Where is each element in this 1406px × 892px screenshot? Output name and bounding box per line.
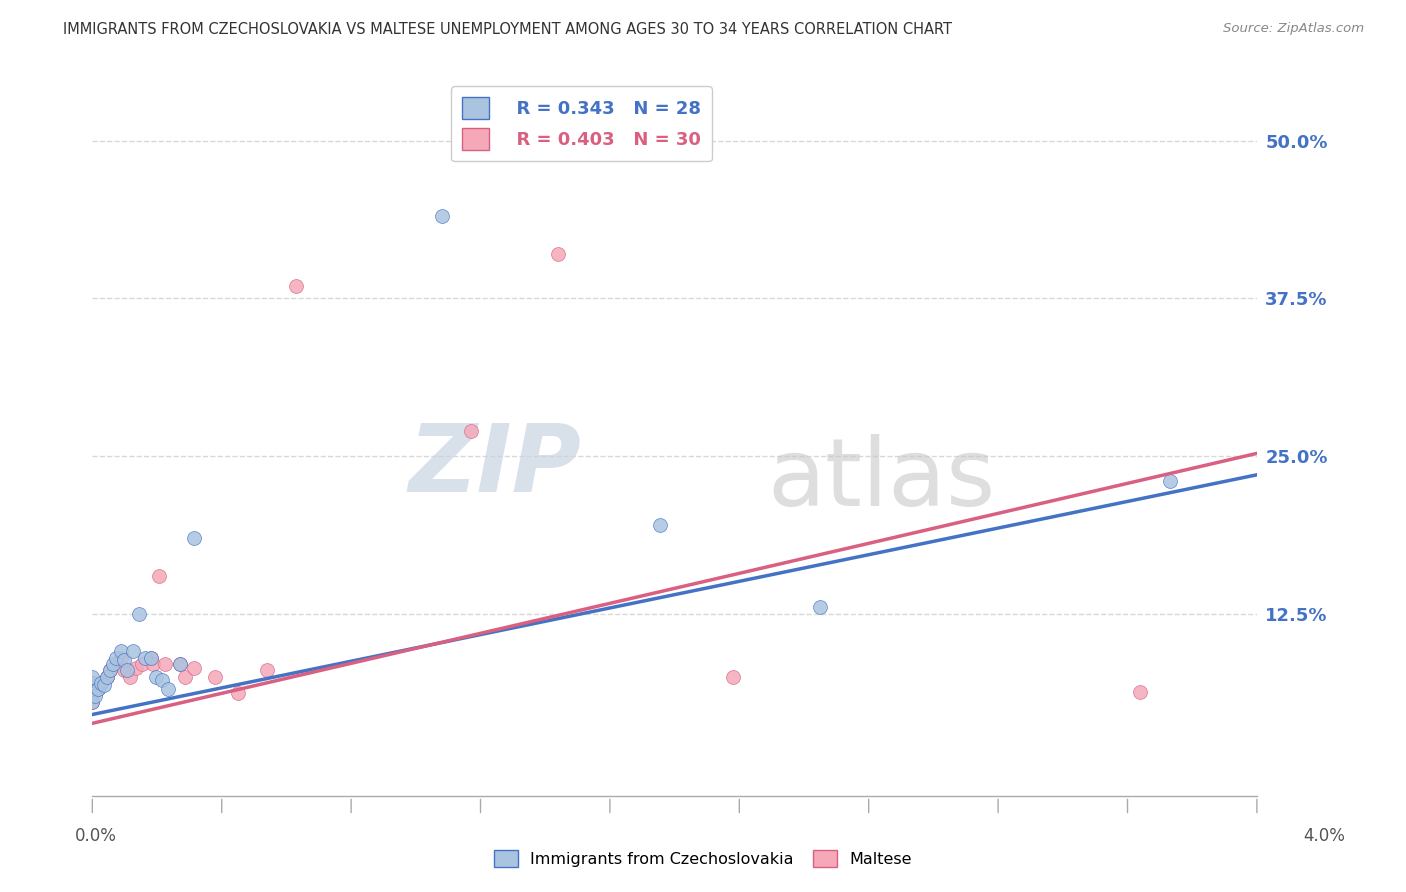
Point <box>93 678 115 692</box>
Point <box>460 424 482 438</box>
Point <box>131 657 153 671</box>
Text: 0.0%: 0.0% <box>75 827 117 845</box>
Point <box>87 682 110 697</box>
Point <box>134 650 156 665</box>
Point <box>112 653 135 667</box>
Point <box>110 644 132 658</box>
Point <box>96 670 118 684</box>
Point <box>547 247 569 261</box>
Text: ZIP: ZIP <box>409 420 582 512</box>
Text: Source: ZipAtlas.com: Source: ZipAtlas.com <box>1223 22 1364 36</box>
Point <box>82 695 104 709</box>
Point <box>183 531 205 545</box>
Text: IMMIGRANTS FROM CZECHOSLOVAKIA VS MALTESE UNEMPLOYMENT AMONG AGES 30 TO 34 YEARS: IMMIGRANTS FROM CZECHOSLOVAKIA VS MALTES… <box>63 22 952 37</box>
Point <box>82 689 104 703</box>
Point <box>90 676 112 690</box>
Legend: Immigrants from Czechoslovakia, Maltese: Immigrants from Czechoslovakia, Maltese <box>488 843 918 873</box>
Point <box>82 682 104 697</box>
Point <box>150 673 173 688</box>
Point <box>430 209 453 223</box>
Point <box>256 663 278 677</box>
Point <box>145 670 167 684</box>
Point <box>226 686 249 700</box>
Point <box>139 650 162 665</box>
Text: atlas: atlas <box>768 434 995 526</box>
Point <box>122 644 145 658</box>
Point <box>148 568 170 582</box>
Point <box>139 650 162 665</box>
Point <box>153 657 176 671</box>
Point <box>87 682 110 697</box>
Point <box>110 650 132 665</box>
Point <box>98 663 121 677</box>
Point <box>98 663 121 677</box>
Point <box>82 676 104 690</box>
Point <box>721 670 744 684</box>
Point <box>82 686 104 700</box>
Point <box>104 657 127 671</box>
Point <box>104 650 127 665</box>
Point <box>204 670 226 684</box>
Point <box>120 670 142 684</box>
Point <box>169 657 191 671</box>
Point <box>90 676 112 690</box>
Point <box>82 695 104 709</box>
Point <box>169 657 191 671</box>
Point <box>285 278 308 293</box>
Point <box>808 600 831 615</box>
Point <box>157 682 180 697</box>
Point <box>648 518 671 533</box>
Point <box>174 670 197 684</box>
Point <box>183 661 205 675</box>
Point <box>125 661 148 675</box>
Text: 4.0%: 4.0% <box>1303 827 1346 845</box>
Point <box>1159 474 1181 488</box>
Legend:   R = 0.343   N = 28,   R = 0.403   N = 30: R = 0.343 N = 28, R = 0.403 N = 30 <box>451 87 711 161</box>
Point <box>101 657 124 671</box>
Point <box>84 689 107 703</box>
Point <box>82 682 104 697</box>
Point <box>128 607 150 621</box>
Point <box>82 676 104 690</box>
Point <box>96 670 118 684</box>
Point <box>142 657 165 671</box>
Point <box>117 663 139 677</box>
Point <box>1129 685 1152 699</box>
Point <box>82 670 104 684</box>
Point <box>112 663 135 677</box>
